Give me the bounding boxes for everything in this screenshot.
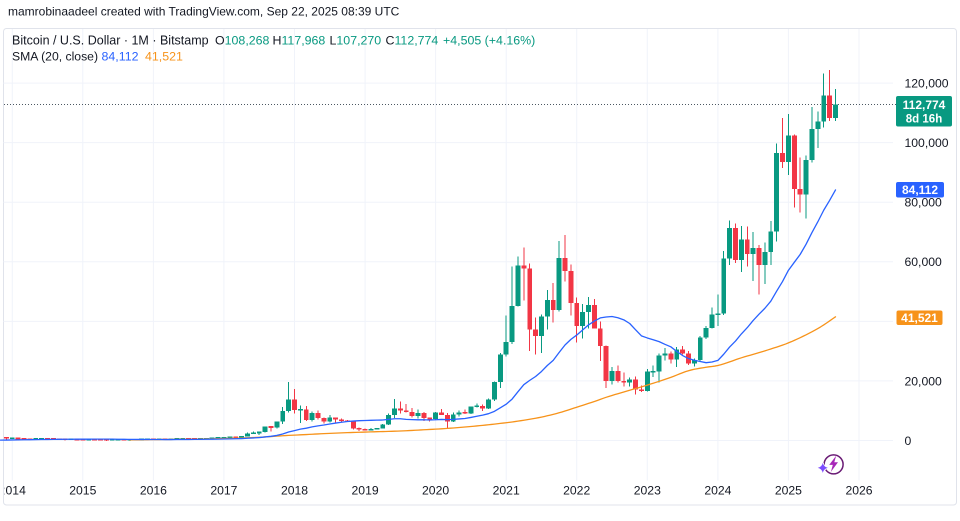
svg-text:2022: 2022	[563, 483, 590, 497]
svg-text:112,774: 112,774	[903, 98, 946, 112]
svg-text:41,521: 41,521	[145, 49, 183, 63]
svg-text:2014: 2014	[0, 483, 26, 497]
svg-text:+4,505 (+4.16%): +4,505 (+4.16%)	[443, 33, 535, 47]
svg-text:41,521: 41,521	[901, 311, 938, 325]
svg-text:0: 0	[905, 434, 912, 448]
svg-text:60,000: 60,000	[905, 255, 942, 269]
svg-text:2015: 2015	[69, 483, 96, 497]
svg-text:SMA (20, close): SMA (20, close)	[12, 49, 98, 63]
svg-text:C112,774: C112,774	[386, 33, 439, 47]
svg-text:2016: 2016	[140, 483, 167, 497]
svg-text:100,000: 100,000	[905, 136, 949, 150]
svg-text:2019: 2019	[352, 483, 379, 497]
svg-text:O108,268: O108,268	[215, 33, 270, 47]
svg-text:2026: 2026	[845, 483, 872, 497]
svg-text:84,112: 84,112	[102, 49, 139, 63]
svg-text:2018: 2018	[281, 483, 308, 497]
svg-text:2025: 2025	[775, 483, 802, 497]
svg-text:mamrobinaadeel created with Tr: mamrobinaadeel created with TradingView.…	[8, 4, 400, 18]
svg-text:2017: 2017	[210, 483, 237, 497]
svg-text:2024: 2024	[704, 483, 731, 497]
svg-text:8d 16h: 8d 16h	[906, 114, 942, 126]
svg-text:84,112: 84,112	[902, 183, 938, 197]
svg-text:2021: 2021	[493, 483, 520, 497]
svg-text:H117,968: H117,968	[273, 33, 326, 47]
svg-text:Bitcoin / U.S. Dollar · 1M · B: Bitcoin / U.S. Dollar · 1M · Bitstamp	[12, 33, 209, 47]
svg-text:120,000: 120,000	[905, 77, 949, 91]
svg-text:L107,270: L107,270	[330, 33, 382, 47]
svg-text:20,000: 20,000	[905, 374, 942, 388]
svg-text:80,000: 80,000	[905, 196, 942, 210]
svg-text:2023: 2023	[634, 483, 661, 497]
svg-text:2020: 2020	[422, 483, 449, 497]
